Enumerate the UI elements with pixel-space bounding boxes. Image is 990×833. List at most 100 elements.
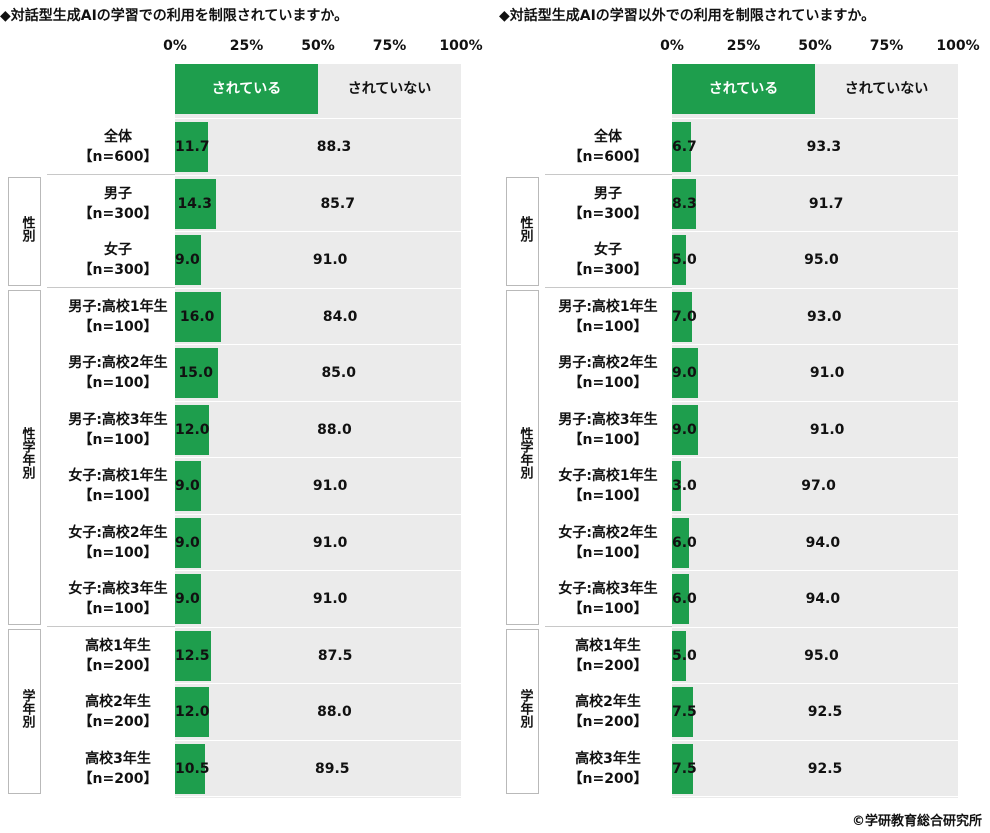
category-sample-size: 【n=600】 <box>78 149 158 165</box>
value-label-not-restricted: 88.0 <box>317 704 352 720</box>
category-sample-size: 【n=100】 <box>568 544 648 561</box>
value-label-not-restricted: 92.5 <box>807 704 843 720</box>
row-divider <box>175 344 461 345</box>
category-label: 女子:高校3年生 【n=100】 <box>533 579 683 619</box>
category-name: 女子:高校2年生 <box>558 524 658 541</box>
legend-label-yes: されている <box>708 81 779 97</box>
bar-restricted <box>175 348 218 398</box>
value-label-not-restricted: 88.3 <box>316 139 352 155</box>
value-label-not-restricted: 87.5 <box>317 647 353 664</box>
value-label-restricted: 7.0 <box>672 308 697 325</box>
bar-restricted <box>672 687 694 737</box>
category-sample-size: 【n=100】 <box>568 375 648 391</box>
category-name: 女子:高校1年生 <box>558 468 658 484</box>
value-label-restricted: 9.0 <box>672 421 697 438</box>
bar-restricted <box>672 630 687 681</box>
category-name: 男子:高校2年生 <box>558 355 658 371</box>
category-label: 男子:高校2年生 【n=100】 <box>43 353 193 393</box>
category-sample-size: 【n=100】 <box>78 431 158 448</box>
row-divider <box>175 231 461 232</box>
value-label-not-restricted: 85.7 <box>320 195 355 212</box>
value-label-not-restricted: 94.0 <box>805 534 841 551</box>
category-label: 高校2年生 【n=200】 <box>533 692 683 732</box>
value-label-not-restricted: 93.3 <box>806 139 842 155</box>
x-tick-label: 25% <box>726 38 761 54</box>
bar-restricted <box>175 178 216 229</box>
category-name: 高校1年生 <box>85 637 151 654</box>
bar-restricted <box>175 574 201 624</box>
group-label: 学年別 <box>517 688 533 728</box>
value-label-not-restricted: 91.0 <box>809 421 845 438</box>
category-sample-size: 【n=200】 <box>78 657 158 674</box>
group-box <box>506 176 539 286</box>
category-name: 高校3年生 <box>575 750 641 767</box>
category-name: 全体 <box>594 129 622 145</box>
row-divider <box>175 400 461 402</box>
value-label-not-restricted: 91.0 <box>312 252 348 268</box>
category-name: 男子 <box>594 185 622 202</box>
x-tick-label: 75% <box>372 38 407 54</box>
credit-text: ©学研教育総合研究所 <box>851 814 982 829</box>
group-box <box>8 289 41 625</box>
bar-restricted <box>672 461 681 511</box>
bar-restricted <box>175 404 210 455</box>
category-sample-size: 【n=300】 <box>78 205 158 222</box>
group-label: 性学年別 <box>517 427 533 479</box>
row-divider <box>672 287 958 289</box>
category-sample-size: 【n=100】 <box>568 431 648 448</box>
category-label: 男子【n=300】 <box>533 184 683 224</box>
category-name: 女子:高校2年生 <box>68 524 168 541</box>
value-label-restricted: 11.7 <box>175 139 210 155</box>
row-divider <box>672 570 958 571</box>
group-box <box>8 628 41 794</box>
value-label-restricted: 9.0 <box>175 252 200 268</box>
chart-panel-right: ◆対話型生成AIの学習以外での利用を制限されていますか。 0% 25% 50% 75% 1… <box>495 0 990 810</box>
bar-restricted <box>175 517 201 568</box>
bar-restricted <box>175 122 209 172</box>
x-tick-label: 50% <box>798 38 832 54</box>
row-divider <box>175 570 461 571</box>
group-separator <box>47 286 175 288</box>
value-label-restricted: 6.7 <box>672 139 697 155</box>
category-sample-size: 【n=100】 <box>78 601 158 617</box>
group-label: 性学年別 <box>19 427 35 479</box>
row-divider <box>175 174 461 176</box>
group-label: 性別 <box>19 216 35 242</box>
category-name: 男子:高校3年生 <box>68 411 168 428</box>
value-label-not-restricted: 85.0 <box>321 365 356 381</box>
chart-title: ◆対話型生成AIの学習での利用を制限されていますか。 <box>0 8 349 24</box>
category-sample-size: 【n=300】 <box>568 205 648 222</box>
category-label: 全体【n=600】 <box>43 127 193 167</box>
row-divider <box>175 796 461 797</box>
value-label-not-restricted: 91.7 <box>808 195 844 212</box>
row-divider <box>672 457 958 458</box>
category-sample-size: 【n=200】 <box>568 657 648 674</box>
category-name: 女子 <box>594 242 622 258</box>
value-label-not-restricted: 92.5 <box>807 760 843 777</box>
value-label-not-restricted: 95.0 <box>804 647 839 664</box>
value-label-restricted: 15.0 <box>178 365 213 381</box>
value-label-not-restricted: 91.0 <box>312 478 348 494</box>
row-divider <box>175 683 461 684</box>
category-sample-size: 【n=200】 <box>568 714 648 730</box>
category-name: 男子:高校1年生 <box>558 298 658 315</box>
group-separator <box>47 625 175 627</box>
category-sample-size: 【n=300】 <box>568 262 648 278</box>
category-name: 全体 <box>104 129 132 145</box>
group-box <box>506 628 539 794</box>
category-sample-size: 【n=100】 <box>78 544 158 561</box>
x-tick-label: 0% <box>163 38 187 54</box>
value-label-restricted: 5.0 <box>672 647 697 664</box>
value-label-not-restricted: 88.0 <box>317 421 352 438</box>
category-label: 女子【n=300】 <box>533 240 683 280</box>
category-label: 女子:高校2年生 【n=100】 <box>43 523 193 563</box>
value-label-not-restricted: 97.0 <box>801 478 836 494</box>
category-label: 女子 【n=300】 <box>43 240 193 280</box>
category-sample-size: 【n=100】 <box>78 375 158 391</box>
bar-restricted <box>175 291 221 342</box>
bar-restricted <box>672 178 696 229</box>
value-label-not-restricted: 91.0 <box>312 591 348 607</box>
category-name: 女子:高校3年生 <box>68 581 168 597</box>
category-name: 女子 <box>104 242 132 258</box>
